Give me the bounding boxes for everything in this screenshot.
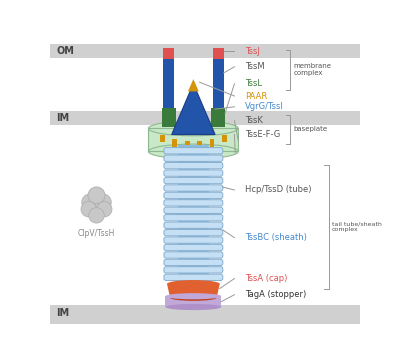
Text: ClpV/TssH: ClpV/TssH	[78, 229, 115, 238]
Polygon shape	[188, 79, 199, 91]
Text: tail tube/sheath
complex: tail tube/sheath complex	[332, 222, 382, 232]
Bar	[222, 135, 227, 142]
Text: TssK: TssK	[245, 116, 263, 125]
Ellipse shape	[167, 280, 220, 288]
Text: TagA (stopper): TagA (stopper)	[245, 290, 306, 299]
Bar	[210, 139, 214, 147]
Bar	[213, 48, 224, 124]
Text: TssA (cap): TssA (cap)	[245, 274, 288, 283]
Text: TssE-F-G: TssE-F-G	[245, 130, 280, 139]
Bar	[163, 48, 174, 124]
Text: baseplate: baseplate	[293, 126, 328, 132]
Ellipse shape	[89, 208, 104, 223]
Bar	[50, 305, 360, 324]
FancyBboxPatch shape	[164, 244, 223, 251]
Bar	[213, 48, 224, 59]
FancyBboxPatch shape	[164, 200, 223, 206]
Ellipse shape	[166, 293, 221, 299]
FancyBboxPatch shape	[164, 192, 223, 199]
Bar	[178, 145, 209, 281]
Text: membrane
complex: membrane complex	[293, 63, 331, 76]
Ellipse shape	[96, 202, 112, 217]
Ellipse shape	[94, 194, 111, 211]
Bar	[172, 139, 177, 147]
Ellipse shape	[166, 304, 221, 310]
Bar	[197, 142, 202, 149]
Bar	[166, 296, 221, 307]
FancyBboxPatch shape	[164, 215, 223, 221]
FancyBboxPatch shape	[164, 207, 223, 213]
Bar	[185, 142, 190, 149]
Bar	[211, 108, 225, 127]
Ellipse shape	[81, 202, 96, 217]
Text: TssBC (sheath): TssBC (sheath)	[245, 233, 307, 242]
FancyBboxPatch shape	[164, 259, 223, 266]
Text: IM: IM	[56, 308, 69, 318]
Ellipse shape	[148, 144, 238, 159]
Bar	[148, 128, 238, 151]
Text: IM: IM	[56, 113, 69, 123]
Bar	[50, 111, 360, 125]
Bar	[160, 135, 165, 142]
Ellipse shape	[148, 121, 238, 136]
Text: OM: OM	[56, 46, 74, 56]
FancyBboxPatch shape	[164, 155, 223, 161]
FancyBboxPatch shape	[164, 267, 223, 273]
FancyBboxPatch shape	[164, 162, 223, 169]
Bar	[148, 128, 238, 151]
Text: TssL: TssL	[245, 79, 262, 88]
Ellipse shape	[170, 295, 217, 301]
Text: PAAR: PAAR	[245, 91, 268, 100]
Text: Hcp/TssD (tube): Hcp/TssD (tube)	[245, 186, 312, 194]
Ellipse shape	[88, 187, 105, 204]
Ellipse shape	[82, 194, 99, 211]
FancyBboxPatch shape	[164, 229, 223, 236]
FancyBboxPatch shape	[164, 237, 223, 243]
Text: TssJ: TssJ	[245, 47, 260, 56]
Text: VgrG/TssI: VgrG/TssI	[245, 102, 284, 111]
Bar	[50, 44, 360, 58]
FancyBboxPatch shape	[164, 252, 223, 258]
Text: TssM: TssM	[245, 62, 265, 71]
Polygon shape	[167, 284, 220, 298]
FancyBboxPatch shape	[164, 170, 223, 176]
Bar	[162, 108, 176, 127]
FancyBboxPatch shape	[164, 222, 223, 228]
FancyBboxPatch shape	[164, 177, 223, 184]
Polygon shape	[172, 84, 215, 135]
FancyBboxPatch shape	[164, 185, 223, 191]
FancyBboxPatch shape	[164, 274, 223, 281]
Bar	[163, 48, 174, 59]
FancyBboxPatch shape	[164, 148, 223, 154]
